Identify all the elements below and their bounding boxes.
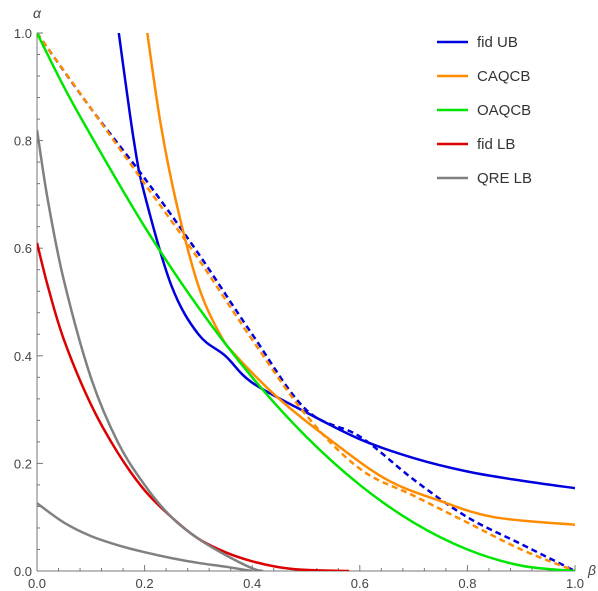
y-tick-label: 1.0 — [14, 26, 32, 41]
x-tick-label: 0.6 — [351, 576, 369, 591]
y-tick-label: 0.2 — [14, 456, 32, 471]
y-tick-label: 0.0 — [14, 564, 32, 579]
legend-label: OAQCB — [477, 102, 531, 119]
series-line-fid-ub — [117, 33, 575, 490]
x-tick-label: 0.0 — [28, 576, 46, 591]
legend: fid UB CAQCB OAQCB fid LB QRE LB — [437, 34, 532, 187]
legend-label: fid UB — [477, 34, 518, 51]
y-axis-title: α — [33, 5, 42, 21]
x-tick-label: 0.4 — [243, 576, 261, 591]
series-line-oaqcb — [37, 33, 575, 571]
x-tick-label: 0.8 — [458, 576, 476, 591]
y-tick-label: 0.4 — [14, 349, 32, 364]
series-line-caqcb — [146, 33, 575, 526]
x-tick-label: 1.0 — [566, 576, 584, 591]
tick-labels: 0.0 0.2 0.4 0.6 0.8 1.0 0.0 0.2 0.4 0.6 0.8 1.0 — [14, 26, 584, 591]
series-line-qre-lb — [37, 129, 264, 571]
series-line-unlabeled-1-dashed — [37, 33, 575, 571]
series-line-unlabeled-3-dashed — [37, 33, 575, 571]
x-tick-label: 0.2 — [136, 576, 154, 591]
plot-lines — [37, 33, 575, 571]
series-line-unlabeled-7 — [37, 502, 253, 571]
y-tick-label: 0.6 — [14, 241, 32, 256]
y-tick-label: 0.8 — [14, 134, 32, 149]
legend-label: fid LB — [477, 136, 515, 153]
legend-label: CAQCB — [477, 68, 530, 85]
legend-label: QRE LB — [477, 170, 532, 187]
x-axis-title: β — [587, 562, 596, 578]
